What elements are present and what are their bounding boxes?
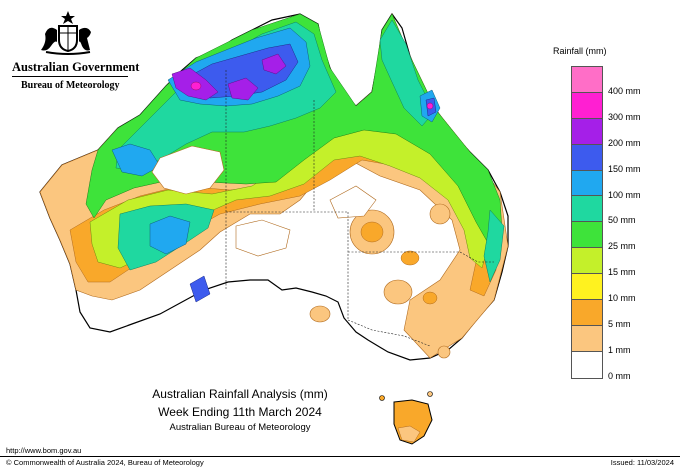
legend-label: 150 mm (608, 163, 641, 174)
legend-swatch (572, 274, 602, 301)
legend-label: 400 mm (608, 85, 641, 96)
bureau-title: Bureau of Meteorology (21, 80, 120, 91)
legend-label: 0 mm (608, 370, 631, 381)
dry-interior-areas (151, 145, 377, 257)
legend-swatch (572, 196, 602, 223)
king-island (379, 395, 385, 401)
legend-swatch (572, 222, 602, 249)
legend-label: 50 mm (608, 215, 636, 226)
legend-swatch (572, 248, 602, 275)
legend-label: 300 mm (608, 111, 641, 122)
map-title: Australian Rainfall Analysis (mm) (152, 387, 328, 401)
bom-website-link[interactable]: http://www.bom.gov.au (6, 446, 82, 455)
flinders-island (427, 391, 433, 397)
legend-swatch (572, 170, 602, 197)
legend-title: Rainfall (mm) (553, 46, 607, 56)
map-source: Australian Bureau of Meteorology (169, 422, 311, 433)
legend-label: 25 mm (608, 241, 636, 252)
state-borders (225, 70, 494, 347)
government-title: Australian Government (12, 60, 140, 74)
issued-date: Issued: 11/03/2024 (610, 458, 674, 467)
header-divider (12, 76, 128, 77)
legend-label: 10 mm (608, 293, 636, 304)
rainfall-legend (571, 66, 603, 379)
footer-divider (0, 456, 680, 457)
rainfall-map (39, 12, 509, 445)
legend-swatch (572, 92, 602, 119)
map-period: Week Ending 11th March 2024 (158, 405, 322, 419)
legend-label: 1 mm (608, 344, 631, 355)
legend-label: 200 mm (608, 137, 641, 148)
legend-swatch (572, 118, 602, 145)
legend-swatch (572, 300, 602, 326)
rainfall-300mm-areas (190, 81, 434, 110)
copyright-notice: © Commonwealth of Australia 2024, Bureau… (6, 458, 204, 467)
legend-label: 15 mm (608, 267, 636, 278)
legend-label: 5 mm (608, 319, 631, 329)
legend-swatch (572, 144, 602, 171)
legend-label: 100 mm (608, 189, 641, 200)
legend-swatch (572, 67, 602, 93)
coat-of-arms-icon (38, 10, 98, 56)
legend-swatch (572, 351, 602, 378)
legend-swatch (572, 325, 602, 352)
tasmania-1mm-area (397, 425, 421, 443)
